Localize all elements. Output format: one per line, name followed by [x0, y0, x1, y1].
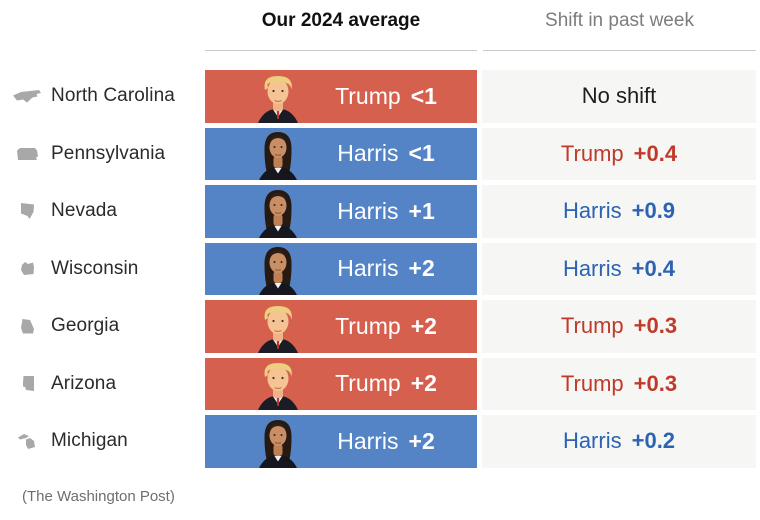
average-bar: Harris <1	[205, 127, 477, 181]
average-leader: Harris	[337, 197, 399, 224]
table-row: Georgia Trump +2 Trump +0.3	[0, 300, 760, 353]
shift-cell: Trump +0.4	[482, 127, 756, 180]
average-result: Harris +1	[303, 185, 469, 238]
harris-portrait	[255, 245, 301, 295]
table-row: Arizona Trump +2 Trump +0.3	[0, 357, 760, 411]
state-cell: Wisconsin	[12, 243, 138, 296]
shift-leader: No shift	[581, 83, 657, 109]
state-cell: Arizona	[12, 358, 116, 411]
trump-portrait	[255, 360, 301, 410]
state-label: Michigan	[51, 430, 128, 452]
shift-leader: Trump	[560, 370, 624, 396]
trump-portrait	[255, 73, 301, 123]
state-label: Georgia	[51, 315, 120, 337]
shift-value: +0.2	[631, 428, 676, 454]
average-bar: Trump <1	[205, 70, 477, 123]
harris-portrait	[255, 130, 301, 180]
georgia-icon	[12, 318, 42, 334]
shift-cell: Harris +0.9	[482, 185, 756, 238]
average-margin: +2	[408, 255, 435, 282]
column-header-shift: Shift in past week	[483, 10, 756, 51]
wisconsin-icon	[12, 261, 42, 276]
trump-portrait	[255, 303, 301, 353]
shift-cell: Harris +0.4	[482, 242, 756, 295]
average-margin: +2	[410, 370, 437, 397]
state-cell: Georgia	[12, 300, 119, 353]
average-leader: Trump	[335, 312, 401, 339]
shift-value: +0.3	[633, 370, 678, 396]
shift-leader: Harris	[562, 428, 622, 454]
average-leader: Trump	[335, 370, 401, 397]
pennsylvania-icon	[12, 147, 42, 161]
north-carolina-icon	[12, 89, 42, 103]
average-bar: Harris +2	[205, 242, 477, 296]
average-leader: Harris	[337, 427, 399, 454]
shift-value: +0.9	[631, 198, 676, 224]
average-result: Trump <1	[303, 70, 469, 123]
arizona-icon	[12, 376, 42, 392]
table-row: Michigan Harris +2 Harris +0.2	[0, 415, 760, 468]
average-margin: +2	[410, 312, 437, 339]
table-row: Nevada Harris +1 Harris +0.9	[0, 185, 760, 238]
table-row: Pennsylvania Harris <1 Trump +0.4	[0, 127, 760, 181]
shift-leader: Trump	[560, 313, 624, 339]
average-margin: +1	[408, 197, 435, 224]
average-leader: Harris	[337, 255, 399, 282]
state-cell: North Carolina	[12, 70, 175, 123]
average-margin: +2	[408, 427, 435, 454]
average-result: Trump +2	[303, 358, 469, 411]
average-margin: <1	[410, 82, 437, 109]
shift-value: +0.4	[633, 140, 678, 166]
shift-value: +0.4	[631, 255, 676, 281]
average-result: Harris +2	[303, 415, 469, 468]
shift-value: +0.3	[633, 313, 678, 339]
shift-cell: Trump +0.3	[482, 300, 756, 353]
average-bar: Harris +2	[205, 415, 477, 468]
shift-cell: No shift	[482, 70, 756, 123]
shift-leader: Harris	[562, 255, 622, 281]
harris-portrait	[255, 418, 301, 468]
harris-portrait	[255, 188, 301, 238]
average-result: Harris <1	[303, 128, 469, 181]
michigan-icon	[12, 433, 42, 450]
state-label: Nevada	[51, 200, 118, 222]
state-cell: Pennsylvania	[12, 128, 165, 181]
state-label: Arizona	[51, 372, 117, 394]
table-row: North Carolina Trump <1 No shift	[0, 70, 760, 123]
state-cell: Nevada	[12, 185, 117, 238]
column-header-average: Our 2024 average	[205, 10, 477, 51]
average-margin: <1	[408, 140, 435, 167]
average-leader: Harris	[337, 140, 399, 167]
state-cell: Michigan	[12, 415, 128, 468]
shift-leader: Harris	[562, 198, 622, 224]
shift-leader: Trump	[560, 140, 624, 166]
table-row: Wisconsin Harris +2 Harris +0.4	[0, 242, 760, 296]
average-result: Harris +2	[303, 243, 469, 296]
source-credit: (The Washington Post)	[22, 488, 175, 505]
state-label: Pennsylvania	[51, 142, 166, 164]
state-label: North Carolina	[51, 85, 175, 107]
average-bar: Harris +1	[205, 185, 477, 238]
average-bar: Trump +2	[205, 300, 477, 353]
shift-cell: Trump +0.3	[482, 357, 756, 410]
average-bar: Trump +2	[205, 357, 477, 411]
shift-cell: Harris +0.2	[482, 415, 756, 468]
average-leader: Trump	[335, 82, 401, 109]
state-label: Wisconsin	[51, 257, 139, 279]
average-result: Trump +2	[303, 300, 469, 353]
nevada-icon	[12, 203, 42, 220]
